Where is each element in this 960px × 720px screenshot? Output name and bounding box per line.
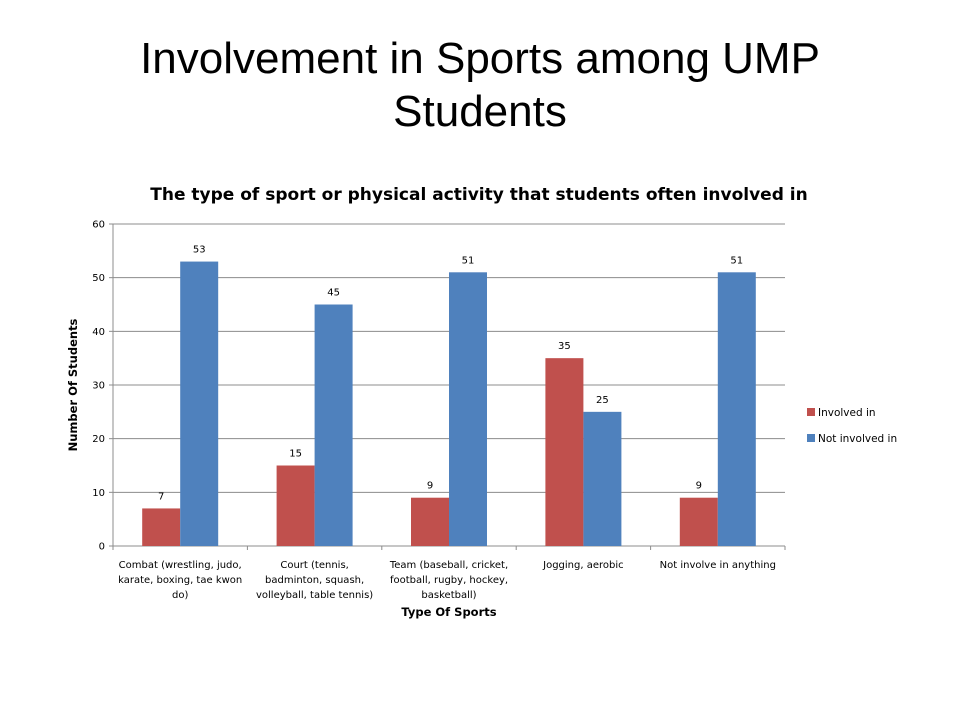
x-category-label: Court (tennis, — [280, 560, 348, 571]
x-category-label: Not involve in anything — [660, 560, 776, 571]
x-category-label: basketball) — [421, 590, 476, 601]
bar — [679, 497, 718, 546]
y-tick-label: 30 — [92, 381, 105, 392]
slide-title: Involvement in Sports among UMP Students — [140, 34, 820, 136]
legend-label: Involved in — [818, 407, 876, 419]
x-category-label: volleyball, table tennis) — [256, 590, 373, 601]
data-label: 53 — [193, 245, 206, 256]
data-label: 15 — [289, 449, 302, 460]
y-tick-label: 50 — [92, 273, 105, 284]
x-category-labels: Combat (wrestling, judo, karate, boxing, … — [118, 560, 776, 601]
data-labels: 7 53 15 45 9 51 35 25 9 51 — [158, 245, 743, 503]
x-category-label: Combat (wrestling, judo, — [119, 560, 242, 571]
bar — [276, 465, 315, 546]
bar — [314, 304, 353, 546]
x-category-label: do) — [172, 590, 188, 601]
bar — [449, 272, 487, 546]
y-tick-label: 60 — [92, 220, 105, 231]
data-label: 9 — [427, 481, 433, 492]
bar — [545, 358, 584, 546]
bar — [142, 508, 181, 546]
y-tick-label: 10 — [92, 488, 105, 499]
bar — [411, 497, 449, 546]
x-category-label: Team (baseball, cricket, — [389, 560, 508, 571]
y-axis-title: Number Of Students — [66, 318, 80, 451]
y-tick-label: 40 — [92, 327, 105, 338]
chart-title: The type of sport or physical activity t… — [150, 185, 807, 205]
x-axis-title: Type Of Sports — [401, 605, 496, 619]
data-label: 9 — [696, 481, 702, 492]
bar — [180, 261, 219, 546]
legend: Involved in Not involved in — [807, 407, 897, 445]
bar — [583, 411, 622, 546]
bars — [142, 261, 756, 546]
x-category-label: Jogging, aerobic — [542, 560, 624, 571]
x-category-label: karate, boxing, tae kwon — [118, 575, 242, 586]
legend-swatch — [807, 434, 815, 442]
legend-label: Not involved in — [818, 433, 897, 445]
data-label: 51 — [462, 255, 475, 266]
x-category-label: badminton, squash, — [265, 575, 364, 586]
legend-swatch — [807, 408, 815, 416]
data-label: 45 — [327, 288, 340, 299]
data-label: 51 — [730, 255, 743, 266]
data-label: 7 — [158, 491, 164, 502]
bar — [717, 272, 756, 546]
y-tick-labels: 0 10 20 30 40 50 60 — [92, 220, 105, 553]
data-label: 25 — [596, 395, 609, 406]
y-tick-label: 20 — [92, 434, 105, 445]
data-label: 35 — [558, 341, 571, 352]
x-category-label: football, rugby, hockey, — [390, 575, 508, 586]
y-tick-label: 0 — [99, 542, 105, 553]
